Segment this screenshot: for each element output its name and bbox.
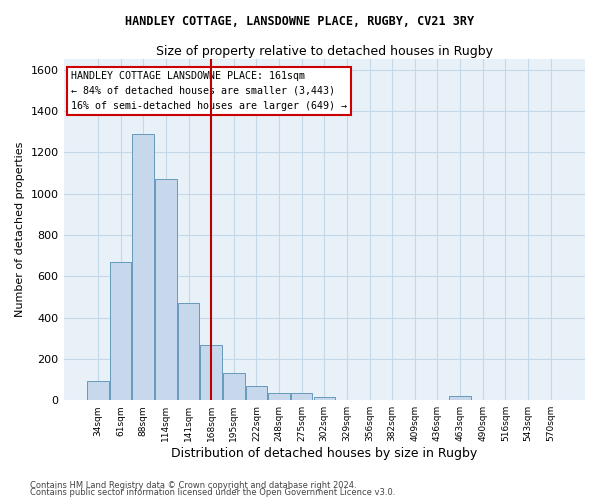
Bar — [87, 380, 109, 400]
Bar — [178, 303, 199, 400]
Bar — [449, 396, 471, 400]
Bar — [314, 397, 335, 400]
Text: HANDLEY COTTAGE LANSDOWNE PLACE: 161sqm
← 84% of detached houses are smaller (3,: HANDLEY COTTAGE LANSDOWNE PLACE: 161sqm … — [71, 71, 347, 110]
Bar — [245, 386, 267, 400]
Text: Contains public sector information licensed under the Open Government Licence v3: Contains public sector information licen… — [30, 488, 395, 497]
Bar — [110, 262, 131, 400]
Bar — [155, 179, 176, 400]
Bar — [291, 393, 313, 400]
Bar — [133, 134, 154, 400]
Bar — [223, 374, 245, 400]
Bar — [268, 393, 290, 400]
Y-axis label: Number of detached properties: Number of detached properties — [15, 142, 25, 318]
Bar — [200, 346, 222, 400]
X-axis label: Distribution of detached houses by size in Rugby: Distribution of detached houses by size … — [171, 447, 478, 460]
Text: HANDLEY COTTAGE, LANSDOWNE PLACE, RUGBY, CV21 3RY: HANDLEY COTTAGE, LANSDOWNE PLACE, RUGBY,… — [125, 15, 475, 28]
Text: Contains HM Land Registry data © Crown copyright and database right 2024.: Contains HM Land Registry data © Crown c… — [30, 480, 356, 490]
Title: Size of property relative to detached houses in Rugby: Size of property relative to detached ho… — [156, 45, 493, 58]
